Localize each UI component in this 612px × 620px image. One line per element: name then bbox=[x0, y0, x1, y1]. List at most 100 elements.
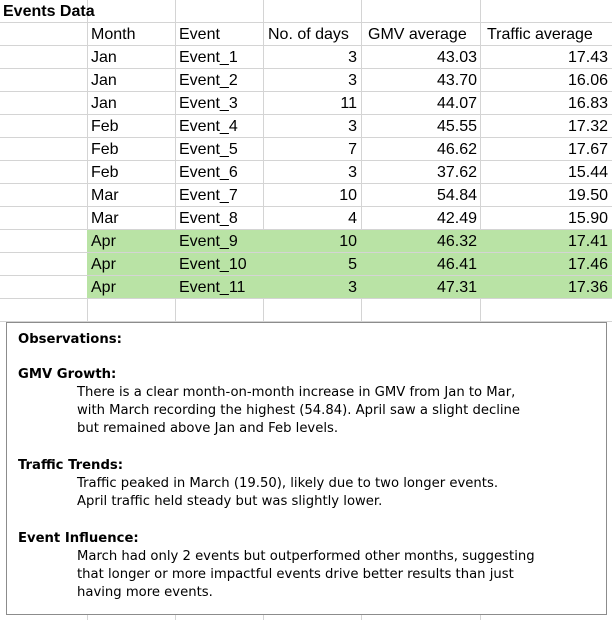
grid-line bbox=[0, 22, 612, 23]
cell-days[interactable]: 3 bbox=[348, 49, 357, 66]
header-days[interactable]: No. of days bbox=[268, 26, 349, 43]
grid-line bbox=[0, 160, 612, 161]
cell-gmv[interactable]: 43.03 bbox=[436, 49, 477, 66]
traffic-trends-line: Traffic peaked in March (19.50), likely … bbox=[77, 476, 499, 491]
observations-heading: Observations: bbox=[18, 332, 122, 347]
table-row: Mar Event_8 4 42.49 15.90 bbox=[0, 207, 612, 230]
title-row: Events Data bbox=[0, 0, 612, 23]
event-influence-line: that longer or more impactful events dri… bbox=[77, 567, 514, 582]
cell-traffic[interactable]: 17.67 bbox=[567, 141, 608, 158]
section-title-traffic-trends: Traffic Trends: bbox=[18, 458, 124, 473]
cell-event[interactable]: Event_10 bbox=[179, 256, 247, 273]
cell-event[interactable]: Event_11 bbox=[179, 279, 246, 296]
cell-month[interactable]: Jan bbox=[91, 49, 117, 66]
cell-event[interactable]: Event_8 bbox=[179, 210, 238, 227]
grid-line bbox=[0, 68, 612, 69]
cell-days[interactable]: 5 bbox=[348, 256, 357, 273]
cell-gmv[interactable]: 37.62 bbox=[436, 164, 477, 181]
grid-line bbox=[87, 0, 88, 620]
header-month[interactable]: Month bbox=[91, 26, 136, 43]
table-row: Jan Event_2 3 43.70 16.06 bbox=[0, 69, 612, 92]
cell-days[interactable]: 7 bbox=[348, 141, 357, 158]
cell-traffic[interactable]: 15.90 bbox=[567, 210, 608, 227]
cell-event[interactable]: Event_9 bbox=[179, 233, 238, 250]
table-row-highlighted: Apr Event_10 5 46.41 17.46 bbox=[0, 253, 612, 276]
gmv-growth-line: There is a clear month-on-month increase… bbox=[77, 385, 516, 400]
table-row-highlighted: Apr Event_11 3 47.31 17.36 bbox=[0, 276, 612, 299]
table-row: Feb Event_4 3 45.55 17.32 bbox=[0, 115, 612, 138]
cell-traffic[interactable]: 19.50 bbox=[567, 187, 608, 204]
cell-traffic[interactable]: 17.46 bbox=[567, 256, 608, 273]
cell-month[interactable]: Apr bbox=[91, 256, 116, 273]
cell-traffic[interactable]: 15.44 bbox=[567, 164, 608, 181]
cell-gmv[interactable]: 44.07 bbox=[436, 95, 477, 112]
grid-line bbox=[0, 252, 612, 253]
cell-gmv[interactable]: 42.49 bbox=[436, 210, 477, 227]
header-event[interactable]: Event bbox=[179, 26, 220, 43]
header-gmv[interactable]: GMV average bbox=[368, 26, 467, 43]
section-title-event-influence: Event Influence: bbox=[18, 531, 139, 546]
cell-month[interactable]: Jan bbox=[91, 72, 117, 89]
cell-month[interactable]: Apr bbox=[91, 279, 116, 296]
row-highlight-fill bbox=[87, 276, 612, 299]
cell-month[interactable]: Mar bbox=[91, 210, 119, 227]
cell-event[interactable]: Event_1 bbox=[179, 49, 238, 66]
cell-event[interactable]: Event_2 bbox=[179, 72, 238, 89]
cell-days[interactable]: 10 bbox=[339, 233, 357, 250]
cell-traffic[interactable]: 17.41 bbox=[567, 233, 608, 250]
cell-days[interactable]: 3 bbox=[348, 279, 357, 296]
cell-month[interactable]: Feb bbox=[91, 141, 119, 158]
grid-line bbox=[175, 0, 176, 620]
cell-event[interactable]: Event_3 bbox=[179, 95, 238, 112]
cell-traffic[interactable]: 16.06 bbox=[567, 72, 608, 89]
table-row: Jan Event_3 11 44.07 16.83 bbox=[0, 92, 612, 115]
grid-line bbox=[0, 137, 612, 138]
cell-month[interactable]: Feb bbox=[91, 164, 119, 181]
table-row: Jan Event_1 3 43.03 17.43 bbox=[0, 46, 612, 69]
cell-gmv[interactable]: 46.32 bbox=[436, 233, 477, 250]
cell-days[interactable]: 4 bbox=[348, 210, 357, 227]
grid-line bbox=[0, 229, 612, 230]
grid-line bbox=[0, 206, 612, 207]
grid-line bbox=[0, 298, 612, 299]
cell-days[interactable]: 3 bbox=[348, 164, 357, 181]
grid-line bbox=[0, 114, 612, 115]
event-influence-line: March had only 2 events but outperformed… bbox=[77, 549, 535, 564]
cell-gmv[interactable]: 45.55 bbox=[436, 118, 477, 135]
cell-days[interactable]: 11 bbox=[340, 95, 357, 112]
cell-event[interactable]: Event_5 bbox=[179, 141, 238, 158]
grid-line bbox=[361, 0, 362, 620]
cell-month[interactable]: Feb bbox=[91, 118, 119, 135]
event-influence-line: having more events. bbox=[77, 585, 213, 600]
cell-traffic[interactable]: 16.83 bbox=[567, 95, 608, 112]
gmv-growth-line: with March recording the highest (54.84)… bbox=[77, 403, 520, 418]
cell-gmv[interactable]: 54.84 bbox=[436, 187, 477, 204]
header-row: Month Event No. of days GMV average Traf… bbox=[0, 23, 612, 46]
cell-month[interactable]: Jan bbox=[91, 95, 117, 112]
table-row: Feb Event_5 7 46.62 17.67 bbox=[0, 138, 612, 161]
cell-gmv[interactable]: 47.31 bbox=[436, 279, 477, 296]
cell-gmv[interactable]: 43.70 bbox=[436, 72, 477, 89]
cell-event[interactable]: Event_6 bbox=[179, 164, 238, 181]
cell-event[interactable]: Event_4 bbox=[179, 118, 238, 135]
cell-days[interactable]: 3 bbox=[348, 72, 357, 89]
grid-line bbox=[263, 0, 264, 620]
cell-traffic[interactable]: 17.43 bbox=[567, 49, 608, 66]
cell-event[interactable]: Event_7 bbox=[179, 187, 238, 204]
cell-traffic[interactable]: 17.36 bbox=[567, 279, 608, 296]
observations-textbox[interactable]: Observations: GMV Growth: There is a cle… bbox=[6, 322, 607, 615]
cell-month[interactable]: Mar bbox=[91, 187, 119, 204]
sheet-title: Events Data bbox=[3, 3, 95, 20]
cell-days[interactable]: 10 bbox=[339, 187, 357, 204]
cell-days[interactable]: 3 bbox=[348, 118, 357, 135]
header-traffic[interactable]: Traffic average bbox=[487, 26, 593, 43]
row-highlight-fill bbox=[87, 253, 612, 276]
cell-gmv[interactable]: 46.62 bbox=[436, 141, 477, 158]
cell-month[interactable]: Apr bbox=[91, 233, 116, 250]
table-row: Mar Event_7 10 54.84 19.50 bbox=[0, 184, 612, 207]
cell-gmv[interactable]: 46.41 bbox=[436, 256, 477, 273]
section-title-gmv-growth: GMV Growth: bbox=[18, 367, 117, 382]
cell-traffic[interactable]: 17.32 bbox=[567, 118, 608, 135]
traffic-trends-line: April traffic held steady but was slight… bbox=[77, 494, 383, 509]
